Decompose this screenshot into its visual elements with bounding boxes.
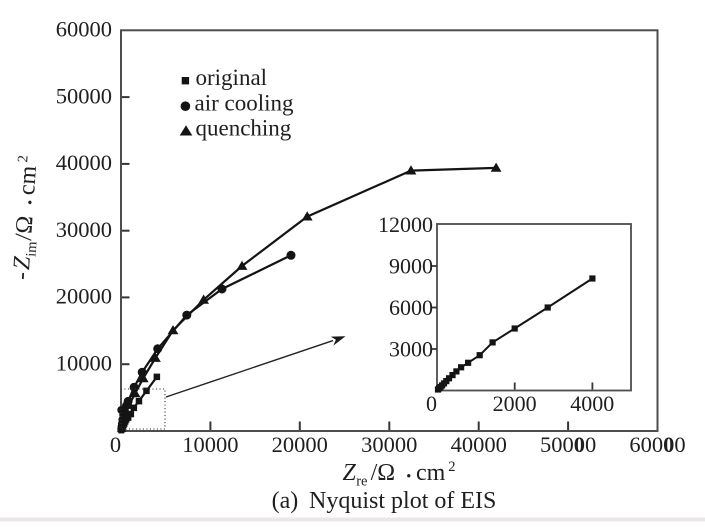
- svg-text:30000: 30000: [56, 217, 112, 242]
- svg-text:50000: 50000: [540, 432, 596, 457]
- svg-text:60000: 60000: [629, 432, 685, 457]
- svg-text:air cooling: air cooling: [195, 90, 294, 115]
- svg-text:original: original: [196, 65, 268, 90]
- svg-text:40000: 40000: [56, 150, 112, 175]
- svg-text:40000: 40000: [451, 432, 507, 457]
- svg-text:9000: 9000: [389, 253, 433, 278]
- svg-text:-Zim/Ω•cm2: -Zim/Ω•cm2: [7, 155, 46, 281]
- svg-text:30000: 30000: [361, 432, 417, 457]
- svg-text:50000: 50000: [56, 83, 112, 108]
- svg-text:60000: 60000: [56, 17, 112, 42]
- svg-text:Zre/Ω•cm2: Zre/Ω • cm 2: [343, 459, 456, 490]
- svg-text:6000: 6000: [389, 295, 433, 320]
- svg-text:12000: 12000: [378, 212, 433, 237]
- svg-text:(a) Nyquist plot of EIS: (a) Nyquist plot of EIS: [272, 488, 497, 514]
- svg-text:2000: 2000: [493, 391, 537, 416]
- svg-text:20000: 20000: [56, 284, 112, 309]
- svg-text:4000: 4000: [570, 391, 614, 416]
- svg-text:3000: 3000: [389, 336, 433, 361]
- svg-text:10000: 10000: [56, 351, 112, 376]
- svg-text:quenching: quenching: [196, 115, 292, 140]
- svg-text:0: 0: [110, 432, 121, 457]
- svg-text:20000: 20000: [272, 432, 328, 457]
- svg-text:0: 0: [426, 391, 437, 416]
- svg-text:10000: 10000: [182, 432, 238, 457]
